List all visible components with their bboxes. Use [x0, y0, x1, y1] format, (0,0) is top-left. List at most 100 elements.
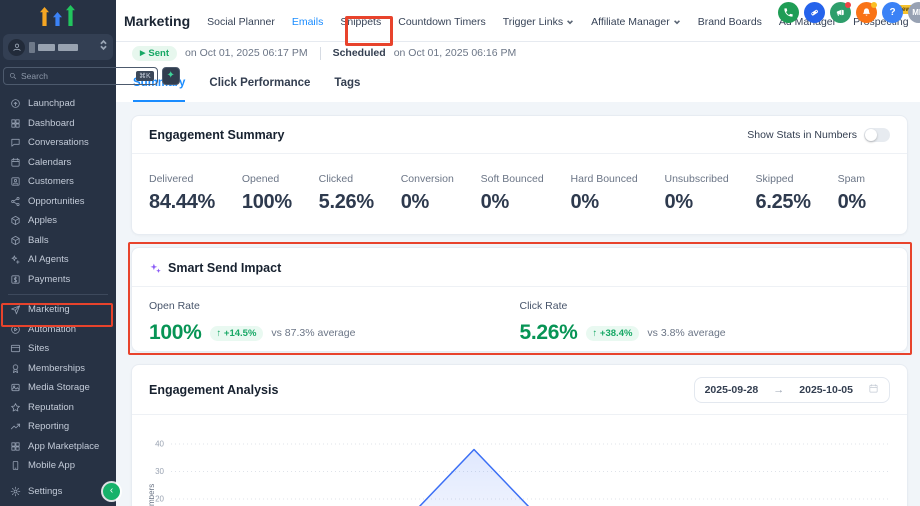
engagement-analysis-card: Engagement Analysis 2025-09-28 → 2025-10…: [131, 364, 908, 506]
smart-send-metrics: Open Rate 100% ↑ +14.5% vs 87.3% average…: [149, 300, 890, 345]
scheduled-time: on Oct 01, 2025 06:16 PM: [393, 47, 517, 59]
sent-time: on Oct 01, 2025 06:17 PM: [184, 47, 308, 59]
notification-dot: [845, 2, 851, 8]
account-name-redacted: [29, 41, 95, 53]
stat-skipped: Skipped 6.25%: [755, 173, 812, 213]
connect-button[interactable]: [804, 2, 825, 23]
logo-arrows-icon: [40, 5, 75, 26]
sidebar-divider: [8, 294, 108, 295]
sidebar-item-app-marketplace[interactable]: App Marketplace: [0, 437, 116, 457]
tab-brand-boards[interactable]: Brand Boards: [697, 15, 762, 28]
card-divider: [132, 286, 907, 287]
sidebar-item-sites[interactable]: Sites: [0, 339, 116, 359]
stat-clicked: Clicked 5.26%: [318, 173, 375, 213]
show-stats-toggle-label: Show Stats in Numbers: [747, 129, 857, 141]
new-badge: New: [893, 4, 915, 14]
search-icon: [9, 73, 17, 80]
svg-text:20: 20: [155, 495, 164, 504]
sidebar-item-reporting[interactable]: Reporting: [0, 417, 116, 437]
bell-icon: [862, 8, 871, 16]
tab-social-planner[interactable]: Social Planner: [207, 15, 275, 28]
chevron-down-icon: [673, 19, 680, 24]
sidebar-item-customers[interactable]: Customers: [0, 172, 116, 192]
send-icon: ▶: [140, 50, 146, 57]
search-input[interactable]: [21, 71, 132, 81]
sidebar-item-marketing[interactable]: Marketing: [0, 300, 116, 320]
delta-badge: ↑ +38.4%: [585, 325, 640, 341]
calendar-icon: [868, 381, 879, 399]
sidebar-item-launchpad[interactable]: Launchpad: [0, 94, 116, 114]
sent-status-badge: ▶ Sent: [132, 45, 177, 61]
sidebar: ⌘K ✦ Launchpad Dashboard Conversations: [0, 0, 180, 506]
smart-send-impact-card: Smart Send Impact Open Rate 100% ↑ +14.5…: [131, 247, 908, 352]
engagement-chart: 010203040Numbers: [147, 440, 889, 506]
sidebar-item-balls[interactable]: Balls: [0, 231, 116, 251]
gohighlevel-logo: [0, 0, 116, 27]
svg-text:Numbers: Numbers: [149, 484, 156, 506]
sidebar-item-settings[interactable]: Settings: [0, 482, 116, 502]
ai-assistant-button[interactable]: ✦: [161, 67, 180, 85]
notifications-button[interactable]: [856, 2, 877, 23]
tab-affiliate-manager[interactable]: Affiliate Manager: [591, 16, 681, 28]
person-icon: [12, 43, 21, 51]
scheduled-label: Scheduled: [332, 47, 386, 59]
page-title: Marketing: [124, 12, 191, 29]
search-shortcut-badge: ⌘K: [136, 71, 154, 81]
sidebar-item-memberships[interactable]: Memberships: [0, 359, 116, 379]
tab-trigger-links[interactable]: Trigger Links: [503, 16, 574, 28]
sidebar-item-calendars[interactable]: Calendars: [0, 153, 116, 173]
account-switcher[interactable]: [3, 34, 113, 60]
help-button[interactable]: ?: [882, 2, 903, 23]
stat-soft-bounced: Soft Bounced 0%: [480, 173, 544, 213]
sidebar-collapse-button[interactable]: ‹: [103, 483, 120, 500]
status-divider: [319, 46, 321, 60]
svg-text:30: 30: [155, 467, 164, 476]
sidebar-item-conversations[interactable]: Conversations: [0, 133, 116, 153]
report-content: Engagement Summary Show Stats in Numbers…: [116, 102, 920, 506]
megaphone-icon: [836, 9, 844, 16]
tab-snippets[interactable]: Snippets: [340, 15, 382, 28]
engagement-summary-title: Engagement Summary: [149, 128, 285, 142]
engagement-summary-card: Engagement Summary Show Stats in Numbers…: [131, 115, 908, 235]
delta-badge: ↑ +14.5%: [209, 325, 264, 341]
sidebar-search[interactable]: ⌘K: [3, 67, 158, 85]
stat-delivered: Delivered 84.44%: [149, 173, 216, 213]
topbar-icons: ? MD: [778, 2, 920, 23]
stat-hard-bounced: Hard Bounced 0%: [570, 173, 638, 213]
date-from: 2025-09-28: [704, 384, 759, 396]
sidebar-item-reputation[interactable]: Reputation: [0, 398, 116, 418]
announcements-button[interactable]: [830, 2, 851, 23]
sidebar-item-automation[interactable]: Automation: [0, 320, 116, 340]
chevron-down-icon: [567, 19, 574, 24]
date-to: 2025-10-05: [799, 384, 853, 396]
sidebar-item-dashboard[interactable]: Dashboard: [0, 114, 116, 134]
show-stats-toggle[interactable]: [864, 128, 890, 142]
user-avatar[interactable]: MD: [908, 2, 920, 23]
capsule-icon: [811, 9, 818, 16]
sidebar-item-opportunities[interactable]: Opportunities: [0, 192, 116, 212]
tab-emails[interactable]: Emails: [291, 15, 324, 28]
stat-spam: Spam 0%: [837, 173, 867, 213]
stat-conversion: Conversion 0%: [400, 173, 454, 213]
sidebar-item-ai-agents[interactable]: AI Agents: [0, 250, 116, 270]
account-avatar: [8, 38, 25, 56]
subtab-tags[interactable]: Tags: [334, 77, 361, 89]
sidebar-item-apples[interactable]: Apples: [0, 211, 116, 231]
date-range-picker[interactable]: 2025-09-28 → 2025-10-05: [693, 377, 890, 403]
smart-send-title: Smart Send Impact: [168, 261, 282, 275]
phone-icon: [784, 8, 793, 17]
arrow-right-icon: →: [773, 384, 785, 396]
sidebar-item-media-storage[interactable]: Media Storage: [0, 378, 116, 398]
sidebar-item-payments[interactable]: Payments: [0, 270, 116, 290]
report-subtabs: Summary Click Performance Tags: [116, 64, 920, 102]
sidebar-item-mobile-app[interactable]: Mobile App: [0, 456, 116, 476]
sidebar-settings-wrap: Settings: [0, 482, 116, 502]
metric-click-rate: Click Rate 5.26% ↑ +38.4% vs 3.8% averag…: [519, 300, 726, 344]
phone-button[interactable]: [778, 2, 799, 23]
svg-text:40: 40: [155, 440, 164, 449]
tab-countdown-timers[interactable]: Countdown Timers: [398, 15, 486, 28]
toggle-knob: [865, 129, 877, 141]
subtab-click-performance[interactable]: Click Performance: [209, 77, 311, 89]
engagement-stats: Delivered 84.44% Opened 100% Clicked 5.2…: [149, 173, 890, 214]
